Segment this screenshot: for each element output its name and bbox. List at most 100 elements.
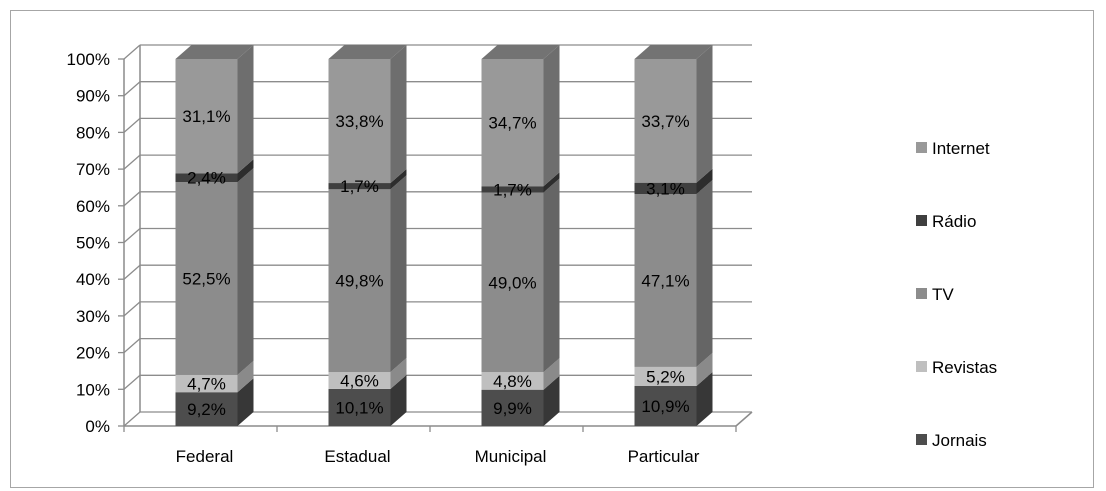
gridline-diagonal xyxy=(123,411,141,427)
y-axis-tick-labels: 0% 10% 20% 30% 40% 50% 60% 70% 80% 90% 100% xyxy=(67,50,110,436)
data-label: 3,1% xyxy=(646,179,685,198)
bar-segment xyxy=(481,186,544,193)
y-tick-label: 60% xyxy=(76,197,110,216)
y-tick-label: 90% xyxy=(76,87,110,106)
bar-segment-side xyxy=(696,352,713,386)
legend-swatch xyxy=(916,361,927,372)
legend-label: Revistas xyxy=(932,358,997,377)
data-label: 34,7% xyxy=(488,114,536,133)
bar-top xyxy=(634,45,713,59)
bar-segment xyxy=(481,372,544,390)
data-label: 4,6% xyxy=(340,371,379,390)
x-tick-label: Municipal xyxy=(475,447,547,466)
bar-top xyxy=(328,45,407,59)
x-tick-label: Estadual xyxy=(324,447,390,466)
gridline-diagonal xyxy=(123,117,141,133)
bar-segment-side xyxy=(390,169,407,190)
bar-top xyxy=(481,45,560,59)
bar-segment xyxy=(328,388,391,426)
legend-label: Jornais xyxy=(932,431,987,450)
gridline-diagonal xyxy=(123,44,141,60)
bar-segment-side xyxy=(696,180,713,367)
x-tick-label: Particular xyxy=(628,447,700,466)
gridline-diagonal xyxy=(123,154,141,170)
data-label: 4,8% xyxy=(493,372,532,391)
gridline-diagonal xyxy=(123,228,141,243)
y-tick-label: 100% xyxy=(67,50,110,69)
bar-segment xyxy=(634,182,697,195)
bar-segment-side xyxy=(390,358,407,389)
data-label: 10,1% xyxy=(335,398,383,417)
bar-segment xyxy=(328,372,391,389)
bar-segment-side xyxy=(237,360,254,393)
bar-segment-side xyxy=(543,45,560,187)
bar-segment xyxy=(481,389,544,426)
bar-top xyxy=(175,45,254,59)
x-axis-tick-labels: Federal Estadual Municipal Particular xyxy=(176,447,700,466)
gridline-diagonal xyxy=(123,264,141,280)
bar-segment-side xyxy=(543,172,560,193)
bar-segment-side xyxy=(237,168,254,375)
bar-segment xyxy=(175,374,238,393)
y-tick-label: 30% xyxy=(76,307,110,326)
gridline-diagonal xyxy=(123,81,141,97)
data-label: 31,1% xyxy=(182,107,230,126)
bar-segment xyxy=(634,194,697,367)
legend-label: Internet xyxy=(932,139,990,158)
bar-segment-side xyxy=(237,378,254,426)
data-label: 49,0% xyxy=(488,273,536,292)
gridline-diagonal xyxy=(123,191,141,207)
legend-label: TV xyxy=(932,285,954,304)
gridline-diagonal xyxy=(123,374,141,390)
bar-segment-side xyxy=(237,159,254,183)
data-label: 9,9% xyxy=(493,399,532,418)
bar-segment xyxy=(175,182,238,375)
data-label: 4,7% xyxy=(187,375,226,394)
y-tick-label: 70% xyxy=(76,160,110,179)
bar-segment-side xyxy=(696,168,713,195)
legend-swatch xyxy=(916,142,927,153)
bar-segment-side xyxy=(390,374,407,426)
data-label: 10,9% xyxy=(641,397,689,416)
bar-segment xyxy=(634,366,697,386)
bar-segment-side xyxy=(696,371,713,426)
bar-segment xyxy=(481,192,544,373)
legend-swatch xyxy=(916,288,927,299)
data-labels: 9,2% 4,7% 52,5% 2,4% 31,1% 10,1% 4,6% 49,8% 1,7%… xyxy=(182,107,689,419)
bar-segment-side xyxy=(390,175,407,373)
bar-segment xyxy=(175,392,238,426)
bar-segment xyxy=(634,59,697,183)
gridline-diagonal xyxy=(123,338,141,354)
bar-segment xyxy=(328,189,391,373)
floor-right-edge xyxy=(735,411,753,427)
bar-segment-side xyxy=(543,178,560,373)
data-label: 1,7% xyxy=(493,180,532,199)
legend-swatch xyxy=(916,434,927,445)
data-label: 2,4% xyxy=(187,169,226,188)
legend-swatch xyxy=(916,215,927,226)
y-tick-label: 10% xyxy=(76,380,110,399)
bar-segment xyxy=(175,173,238,183)
data-label: 49,8% xyxy=(335,272,383,291)
data-label: 52,5% xyxy=(182,270,230,289)
x-tick-label: Federal xyxy=(176,447,234,466)
bar-segment xyxy=(328,59,391,184)
data-label: 33,7% xyxy=(641,112,689,131)
legend-label: Rádio xyxy=(932,212,976,231)
y-tick-label: 50% xyxy=(76,234,110,253)
bar-segment-side xyxy=(543,375,560,426)
y-tick-label: 40% xyxy=(76,270,110,289)
bars xyxy=(175,45,713,426)
bar-segment-side xyxy=(543,358,560,390)
data-label: 9,2% xyxy=(187,400,226,419)
gridline-diagonal xyxy=(123,301,141,317)
data-label: 1,7% xyxy=(340,177,379,196)
data-label: 5,2% xyxy=(646,367,685,386)
data-label: 33,8% xyxy=(335,112,383,131)
y-tick-label: 0% xyxy=(85,417,110,436)
bar-segment-side xyxy=(390,45,407,184)
bar-segment xyxy=(175,59,238,174)
data-label: 47,1% xyxy=(641,271,689,290)
bar-segment xyxy=(481,59,544,187)
